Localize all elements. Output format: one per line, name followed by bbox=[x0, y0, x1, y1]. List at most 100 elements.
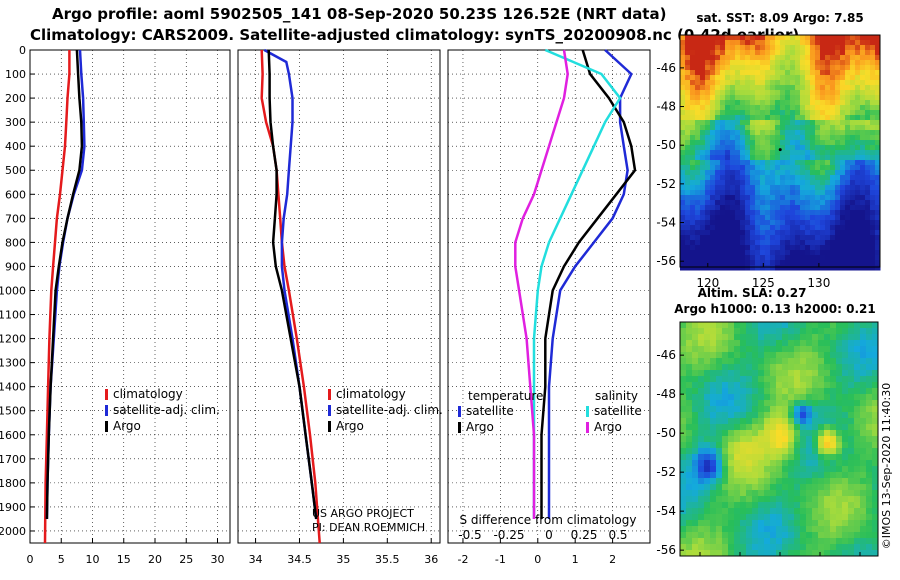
y-tick-label: 500 bbox=[5, 164, 26, 177]
y-tick-label: 1000 bbox=[0, 284, 26, 297]
y-tick-label: 1300 bbox=[0, 357, 26, 370]
y-tick-label: 100 bbox=[5, 68, 26, 81]
sst-x-tick-label: 120 bbox=[696, 276, 719, 290]
legend-label: Argo bbox=[594, 420, 622, 434]
y-tick-label: 800 bbox=[5, 236, 26, 249]
y-tick-label: 700 bbox=[5, 212, 26, 225]
sla-y-tick-label: -50 bbox=[656, 426, 676, 440]
series-line-argo bbox=[267, 49, 318, 520]
legend-swatch bbox=[105, 405, 108, 416]
legend-swatch bbox=[328, 405, 331, 416]
y-tick-label: 1800 bbox=[0, 477, 26, 490]
sla-map bbox=[680, 322, 879, 557]
credit-label: ©IMOS 13-Sep-2020 11:40:30 bbox=[880, 383, 893, 549]
x-tick-label: 0 bbox=[27, 553, 34, 566]
legend-swatch bbox=[586, 406, 589, 417]
x-tick-label: 35 bbox=[336, 553, 350, 566]
x-tick-label: 34 bbox=[249, 553, 263, 566]
x-tick-label: 10 bbox=[86, 553, 100, 566]
series-line-climatology bbox=[43, 50, 71, 544]
y-tick-label: 600 bbox=[5, 188, 26, 201]
y-tick-label: 200 bbox=[5, 92, 26, 105]
y-tick-label: 300 bbox=[5, 116, 26, 129]
legend-label: satellite-adj. clim. bbox=[336, 403, 443, 417]
x-tick-label: 20 bbox=[148, 553, 162, 566]
legend-label: climatology bbox=[336, 387, 406, 401]
y-tick-label: 900 bbox=[5, 260, 26, 273]
x-tick-label: 36 bbox=[424, 553, 438, 566]
x-tick-label: 15 bbox=[117, 553, 131, 566]
sla-y-tick-label: -46 bbox=[656, 348, 676, 362]
s-diff-tick-label: -0.25 bbox=[493, 528, 524, 542]
sst-x-tick-label: 125 bbox=[752, 276, 775, 290]
y-tick-label: 2000 bbox=[0, 525, 26, 538]
sst-y-tick-label: -54 bbox=[656, 216, 676, 230]
x-tick-label: -1 bbox=[495, 553, 506, 566]
legend-swatch bbox=[105, 389, 108, 400]
x-tick-label: 0 bbox=[534, 553, 541, 566]
x-tick-label: 25 bbox=[179, 553, 193, 566]
legend-label: satellite bbox=[594, 404, 642, 418]
legend-swatch bbox=[328, 389, 331, 400]
s-diff-tick-label: 0.5 bbox=[608, 528, 627, 542]
sla-subtitle: Argo h1000: 0.13 h2000: 0.21 bbox=[674, 302, 875, 316]
sst-y-tick-label: -46 bbox=[656, 61, 676, 75]
project-annotation: US ARGO PROJECT bbox=[312, 507, 414, 520]
sst-title: sat. SST: 8.09 Argo: 7.85 bbox=[696, 11, 863, 25]
y-tick-label: 1900 bbox=[0, 501, 26, 514]
y-tick-label: 1500 bbox=[0, 405, 26, 418]
sla-y-tick-label: -48 bbox=[656, 387, 676, 401]
series-line-t-satellite bbox=[547, 49, 633, 519]
x-tick-label: 35.5 bbox=[375, 553, 400, 566]
title-line-1: Argo profile: aoml 5902505_141 08-Sep-20… bbox=[52, 5, 667, 23]
s-difference-label: S difference from climatology bbox=[460, 513, 637, 527]
legend-label: satellite bbox=[466, 404, 514, 418]
series-line-s-argo bbox=[514, 49, 569, 519]
legend-swatch bbox=[328, 421, 331, 432]
plot-frame-1 bbox=[29, 49, 231, 544]
x-tick-label: 30 bbox=[211, 553, 225, 566]
series-line-climatology bbox=[260, 49, 321, 544]
plot-frame-2 bbox=[237, 49, 441, 544]
legend-label: Argo bbox=[336, 419, 364, 433]
series-line-t-argo bbox=[540, 49, 637, 519]
sst-y-tick-label: -52 bbox=[656, 177, 676, 191]
sla-y-tick-label: -52 bbox=[656, 465, 676, 479]
sst-y-tick-label: -56 bbox=[656, 254, 676, 268]
sst-map bbox=[680, 35, 881, 271]
sla-map-frame bbox=[679, 321, 879, 557]
y-tick-label: 0 bbox=[19, 44, 26, 57]
legend-header-salinity: salinity bbox=[595, 389, 638, 403]
x-tick-label: 1 bbox=[572, 553, 579, 566]
series-line-s-satellite bbox=[532, 48, 622, 519]
sla-y-tick-label: -54 bbox=[656, 504, 676, 518]
series-line-argo bbox=[45, 49, 84, 520]
sst-y-tick-label: -48 bbox=[656, 100, 676, 114]
legend-header-temperature: temperature bbox=[468, 389, 543, 403]
s-diff-tick-label: 0 bbox=[545, 528, 553, 542]
legend-label: Argo bbox=[466, 420, 494, 434]
y-tick-label: 1700 bbox=[0, 453, 26, 466]
x-tick-label: -2 bbox=[457, 553, 468, 566]
y-tick-label: 1100 bbox=[0, 309, 26, 322]
y-tick-label: 1600 bbox=[0, 429, 26, 442]
pi-annotation: PI: DEAN ROEMMICH bbox=[312, 521, 425, 534]
sla-y-tick-label: -56 bbox=[656, 543, 676, 557]
legend-label: satellite-adj. clim. bbox=[113, 403, 220, 417]
s-diff-tick-label: -0.5 bbox=[458, 528, 481, 542]
legend-label: climatology bbox=[113, 387, 183, 401]
sla-title: Altim. SLA: 0.27 bbox=[698, 286, 807, 300]
sst-x-tick-label: 130 bbox=[807, 276, 830, 290]
x-tick-label: 34.5 bbox=[287, 553, 312, 566]
s-diff-tick-label: 0.25 bbox=[571, 528, 598, 542]
argo-position-marker bbox=[778, 148, 782, 152]
title-line-2: Climatology: CARS2009. Satellite-adjuste… bbox=[30, 26, 800, 44]
x-tick-label: 5 bbox=[58, 553, 65, 566]
y-tick-label: 1200 bbox=[0, 333, 26, 346]
y-tick-label: 400 bbox=[5, 140, 26, 153]
y-tick-label: 1400 bbox=[0, 381, 26, 394]
sst-map-frame bbox=[679, 34, 881, 268]
sst-y-tick-label: -50 bbox=[656, 138, 676, 152]
legend-swatch bbox=[458, 422, 461, 433]
